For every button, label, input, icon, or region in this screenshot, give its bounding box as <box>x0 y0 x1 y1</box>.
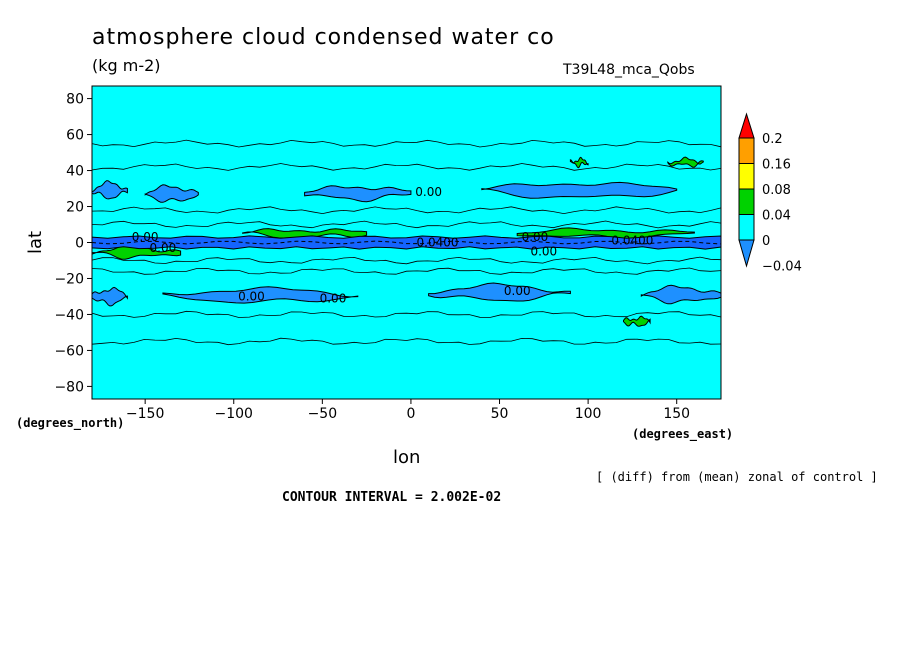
colorbar-label: 0.2 <box>762 132 783 147</box>
blue-patch <box>144 184 199 203</box>
contour-line <box>91 337 722 346</box>
colorbar-segment <box>738 137 755 164</box>
colorbar-label: −0.04 <box>762 260 802 275</box>
y-tick-label: 40 <box>66 164 84 180</box>
colorbar-label: 0.04 <box>762 209 791 224</box>
contour-line <box>91 220 722 229</box>
colorbar: 0.2 0.16 0.08 0.04 0 −0.04 <box>738 112 802 275</box>
axes: −150 −100 −50 0 50 100 150 −80 −60 −40 −20 0 20 40 60 8… <box>25 92 690 422</box>
contour-label: 0.00 <box>238 289 265 303</box>
y-units-label: (degrees_north) <box>16 416 125 430</box>
blue-patch <box>91 286 128 307</box>
colorbar-label: 0.16 <box>762 158 791 173</box>
y-tick-label: −20 <box>54 271 84 287</box>
contour-label: 0.00 <box>132 230 159 244</box>
x-tick-label: 100 <box>575 406 602 422</box>
negative-contour <box>91 240 722 245</box>
y-tick-label: −40 <box>54 307 84 323</box>
x-tick-label: −150 <box>126 406 164 422</box>
contour-line <box>91 206 722 215</box>
x-tick-label: 50 <box>491 406 509 422</box>
chart-title: atmosphere cloud condensed water co <box>92 25 555 50</box>
contour-label: 0.0400 <box>611 234 653 248</box>
colorbar-label: 0.08 <box>762 183 791 198</box>
x-tick-label: −50 <box>308 406 338 422</box>
y-axis-title: lat <box>25 231 46 254</box>
y-tick-label: −80 <box>54 379 84 395</box>
blue-patch <box>304 185 412 203</box>
contour-line <box>91 256 722 265</box>
run-label: T39L48_mca_Qobs <box>563 62 695 78</box>
diff-note: [ (diff) from (mean) zonal of control ] <box>596 470 878 484</box>
contour-line <box>91 139 722 148</box>
x-tick-label: 0 <box>406 406 415 422</box>
x-units-label: (degrees_east) <box>632 427 734 441</box>
x-axis-title: lon <box>393 447 421 468</box>
green-patch <box>516 227 695 241</box>
contour-line <box>91 163 722 171</box>
y-tick-label: 0 <box>75 236 84 252</box>
blue-patch <box>91 180 128 200</box>
chart-units: (kg m-2) <box>92 56 161 75</box>
green-patch <box>623 315 651 327</box>
x-tick-label: 150 <box>663 406 690 422</box>
contour-label: 0.00 <box>415 185 442 199</box>
y-tick-label: 60 <box>66 128 84 144</box>
y-tick-label: 20 <box>66 200 84 216</box>
contour-label: 0.00 <box>320 291 347 305</box>
colorbar-under-arrow <box>738 239 755 268</box>
blue-patch <box>481 181 678 199</box>
y-tick-label: −60 <box>54 343 84 359</box>
colorbar-segment <box>738 214 755 241</box>
contour-label: 0.00 <box>530 244 557 258</box>
contour-labels: 0.000.00 0.000.000.000.00 0.0400 0.000.000.… <box>132 185 654 305</box>
colorbar-segment <box>738 163 755 190</box>
colorbar-over-arrow <box>738 112 755 139</box>
colorbar-segment <box>738 188 755 215</box>
x-tick-label: −100 <box>215 406 253 422</box>
contour-label: 0.00 <box>522 230 549 244</box>
blue-patch <box>428 282 571 302</box>
contour-line <box>91 310 722 318</box>
contour-label: 0.0400 <box>417 236 459 250</box>
green-patch <box>667 156 704 168</box>
green-patch <box>569 156 589 169</box>
blue-patch <box>162 286 359 304</box>
colorbar-label: 0 <box>762 234 770 249</box>
contour-lines <box>91 139 722 346</box>
contour-label: 0.00 <box>504 284 531 298</box>
contour-line <box>91 267 722 275</box>
contour-interval: CONTOUR INTERVAL = 2.002E-02 <box>282 490 502 505</box>
y-tick-label: 80 <box>66 92 84 108</box>
contour-label: 0.00 <box>150 241 177 255</box>
